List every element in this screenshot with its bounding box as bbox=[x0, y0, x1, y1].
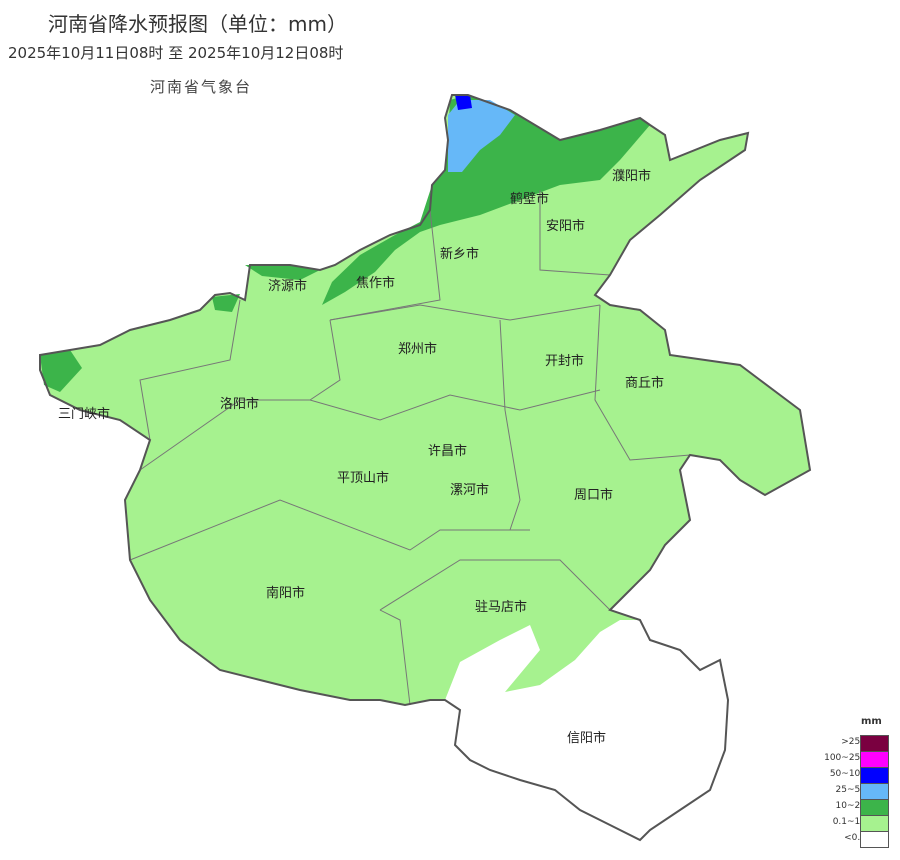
legend-label: <0.1 bbox=[844, 833, 866, 843]
legend-label: 25~50 bbox=[835, 785, 866, 795]
city-label: 安阳市 bbox=[546, 218, 585, 234]
city-label: 开封市 bbox=[545, 353, 584, 369]
legend-item: 10~25 bbox=[812, 799, 898, 816]
rain-10-25-north bbox=[322, 95, 650, 305]
city-label: 漯河市 bbox=[450, 482, 489, 498]
city-boundaries bbox=[129, 190, 691, 706]
city-labels: 濮阳市 鹤壁市 安阳市 新乡市 济源市 焦作市 郑州市 开封市 商丘市 三门峡市… bbox=[58, 168, 664, 746]
city-label: 焦作市 bbox=[356, 275, 395, 291]
legend-label: 0.1~10 bbox=[832, 817, 866, 827]
legend-swatch bbox=[860, 767, 889, 784]
agency-name: 河南省气象台 bbox=[150, 78, 253, 96]
legend-item: <0.1 bbox=[812, 831, 898, 848]
legend-label: 10~25 bbox=[835, 801, 866, 811]
map-title: 河南省降水预报图（单位：mm） bbox=[48, 12, 347, 36]
city-label: 许昌市 bbox=[428, 443, 467, 459]
legend-item: 100~250 bbox=[812, 751, 898, 768]
city-label: 鹤壁市 bbox=[510, 191, 549, 207]
city-label: 济源市 bbox=[268, 278, 307, 294]
legend-label: 100~250 bbox=[824, 753, 866, 763]
city-label: 周口市 bbox=[574, 487, 613, 503]
province-border bbox=[39, 94, 812, 842]
legend-swatch bbox=[860, 831, 889, 848]
forecast-period: 2025年10月11日08时 至 2025年10月12日08时 bbox=[8, 44, 344, 62]
city-label: 濮阳市 bbox=[612, 168, 651, 184]
city-label: 南阳市 bbox=[266, 585, 305, 601]
city-label: 洛阳市 bbox=[220, 396, 259, 412]
legend-item: >250 bbox=[812, 735, 898, 752]
legend-item: 25~50 bbox=[812, 783, 898, 800]
legend-swatch bbox=[860, 735, 889, 752]
city-label: 驻马店市 bbox=[475, 599, 527, 615]
rain-10-25-west bbox=[40, 350, 82, 392]
legend-item: 0.1~10 bbox=[812, 815, 898, 832]
rain-10-25-small bbox=[212, 294, 240, 312]
city-label: 三门峡市 bbox=[58, 406, 110, 422]
legend-label: 50~100 bbox=[829, 769, 866, 779]
legend-item: 50~100 bbox=[812, 767, 898, 784]
legend-swatch bbox=[860, 751, 889, 768]
rain-25-50-area bbox=[448, 100, 515, 172]
no-rain-area bbox=[445, 620, 728, 840]
legend-swatch bbox=[860, 783, 889, 800]
city-label: 信阳市 bbox=[567, 730, 606, 746]
rain-10-25-jiyuan bbox=[245, 265, 320, 280]
rain-50-100-area bbox=[455, 95, 472, 110]
city-label: 郑州市 bbox=[398, 341, 437, 357]
city-label: 新乡市 bbox=[440, 246, 479, 262]
city-label: 商丘市 bbox=[625, 375, 664, 391]
legend-swatch bbox=[860, 815, 889, 832]
city-label: 平顶山市 bbox=[337, 470, 389, 486]
legend-swatch bbox=[860, 799, 889, 816]
legend-label: >250 bbox=[841, 737, 866, 747]
legend-unit: mm bbox=[861, 716, 882, 727]
